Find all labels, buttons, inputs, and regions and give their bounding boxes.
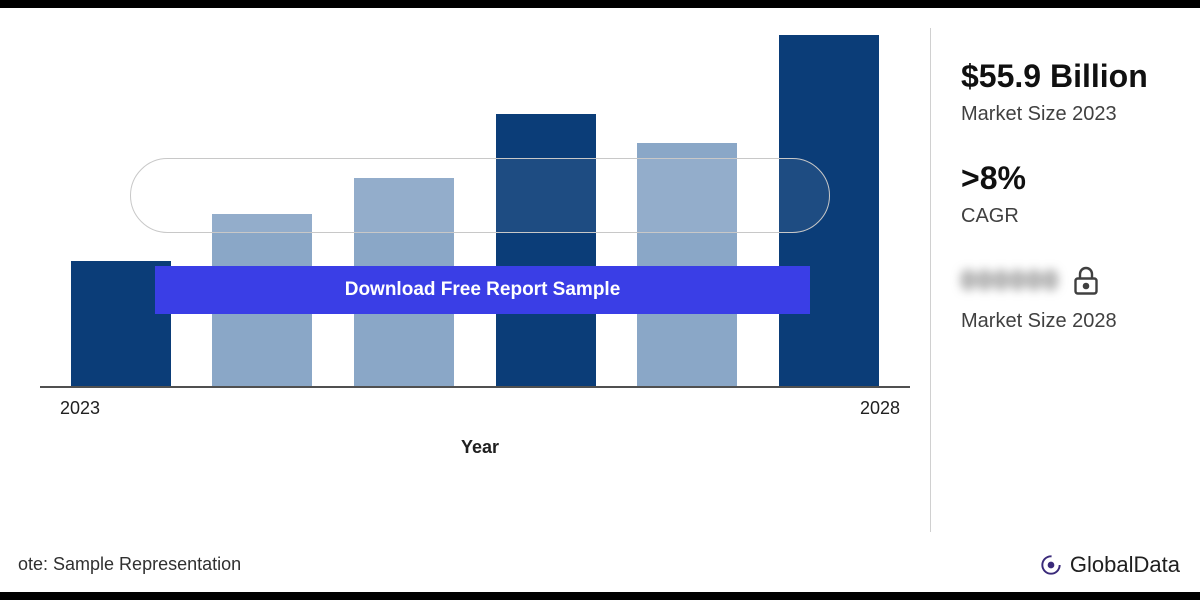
locked-overlay (130, 158, 830, 233)
lock-icon (458, 174, 502, 218)
x-axis-ticks: 2023 2028 (30, 388, 930, 419)
lock-icon (1068, 262, 1104, 298)
xtick-first: 2023 (60, 398, 100, 419)
market-size-2023-label: Market Size 2023 (961, 103, 1195, 126)
download-sample-label: Download Free Report Sample (345, 279, 621, 301)
globaldata-icon (1038, 552, 1064, 578)
blurred-value: 000000 (961, 265, 1060, 296)
bar-2026 (496, 114, 596, 386)
cagr-value: >8% (961, 160, 1195, 197)
brand-logo: GlobalData (1038, 552, 1180, 578)
chart-column: Download Free Report Sample 2023 2028 Ye… (30, 28, 930, 532)
locked-value-row: 000000 (961, 262, 1195, 298)
chart-frame: Download Free Report Sample 2023 2028 Ye… (0, 0, 1200, 600)
market-size-2023-value: $55.9 Billion (961, 58, 1195, 95)
market-size-2028-label: Market Size 2028 (961, 310, 1195, 333)
x-axis-label: Year (30, 437, 930, 458)
stats-column: $55.9 Billion Market Size 2023 >8% CAGR … (930, 28, 1195, 532)
cagr-label: CAGR (961, 205, 1195, 228)
content-row: Download Free Report Sample 2023 2028 Ye… (0, 8, 1200, 532)
brand-name: GlobalData (1070, 552, 1180, 578)
xtick-last: 2028 (860, 398, 900, 419)
bar-chart: Download Free Report Sample (40, 28, 910, 388)
footnote-text: ote: Sample Representation (18, 554, 241, 575)
download-sample-button[interactable]: Download Free Report Sample (155, 266, 810, 314)
footer-row: ote: Sample Representation GlobalData (0, 537, 1200, 592)
